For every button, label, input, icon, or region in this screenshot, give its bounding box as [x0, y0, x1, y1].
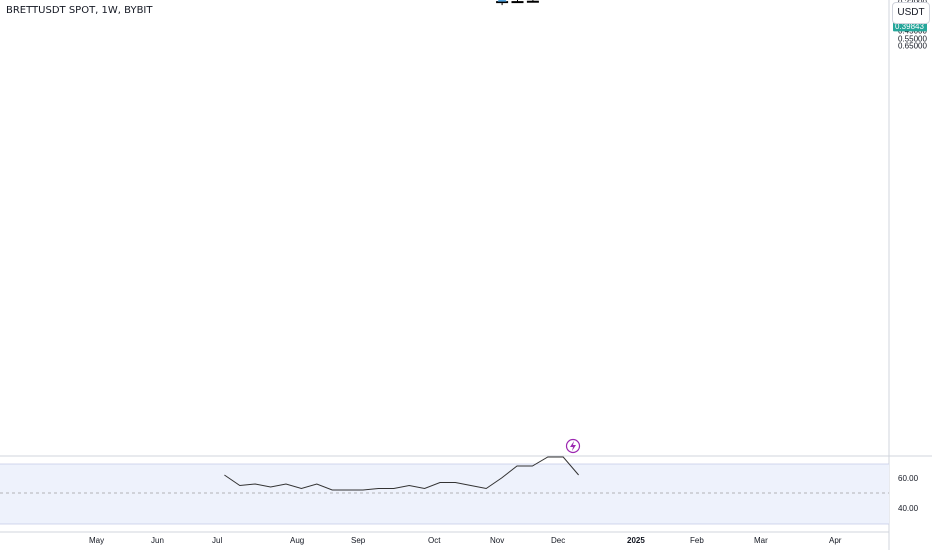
- time-axis-label: Sep: [351, 536, 366, 545]
- time-axis-label: Jul: [212, 536, 222, 545]
- time-axis-label: Aug: [290, 536, 304, 545]
- candle-body: [527, 1, 538, 2]
- buy-signal-marker: [498, 0, 507, 2]
- rsi-axis-label: 40.00: [898, 504, 919, 513]
- time-axis-label: Feb: [690, 536, 704, 545]
- rsi-axis-label: 60.00: [898, 474, 919, 483]
- candle-body: [497, 2, 508, 3]
- time-axis-label: Nov: [490, 536, 504, 545]
- time-axis-label: 2025: [627, 536, 645, 545]
- time-axis-label: Jun: [151, 536, 164, 545]
- time-axis-label: Oct: [428, 536, 441, 545]
- chart-title: BRETTUSDT SPOT, 1W, BYBIT: [6, 5, 152, 16]
- time-axis-label: Dec: [551, 536, 565, 545]
- time-axis-label: Mar: [754, 536, 768, 545]
- candle-body: [512, 2, 523, 3]
- time-axis-label: May: [89, 536, 104, 545]
- time-axis-label: Apr: [829, 536, 842, 545]
- rsi-band: [0, 464, 889, 524]
- price-axis-label: 0.55000: [898, 35, 927, 44]
- currency-selector[interactable]: USDT: [892, 2, 930, 24]
